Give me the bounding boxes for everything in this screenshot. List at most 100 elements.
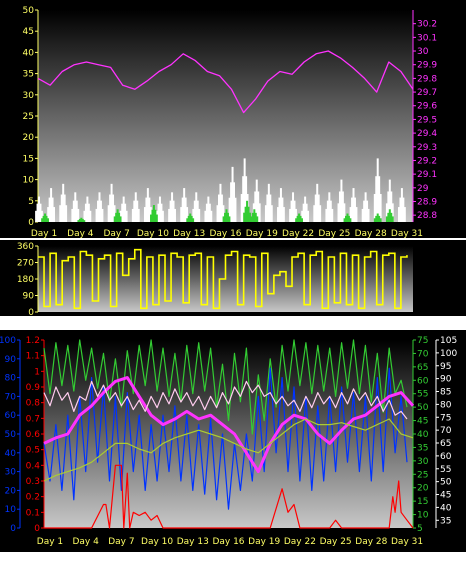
x-tick-label: Day 16 [212,537,244,547]
bar [150,214,153,222]
bar [343,203,346,222]
x-tick-label: Day 19 [248,537,280,547]
bar [81,218,84,222]
bar [35,210,38,222]
bar [107,205,110,222]
bar [99,200,102,222]
bar [349,218,352,222]
bar [307,210,310,222]
bar [195,192,198,222]
right-outer-y-tick-label: 100 [440,349,457,359]
x-tick-label: Day 19 [246,229,278,238]
bar [152,205,155,222]
right-y-tick-label: 29.8 [417,74,437,84]
bar [110,183,113,222]
left-inner-y-tick-label: 1 [34,367,40,377]
bar [399,197,402,222]
bar [256,216,259,222]
bar [198,208,201,222]
bar [246,200,249,222]
bar [398,207,400,222]
bar [86,196,89,222]
bar [266,194,269,222]
bar [187,215,190,222]
bar [385,216,388,222]
bar [60,194,63,222]
bar [316,183,319,222]
bar [210,210,213,222]
bar [48,197,51,222]
left-y-tick-label: 50 [23,6,35,16]
bar [379,218,382,222]
bar [387,191,390,222]
pressure-line [37,50,414,114]
bar [196,200,199,222]
bar [101,208,104,222]
bar [317,194,320,222]
bar [71,208,74,222]
right-y-tick-label: 29.3 [417,143,437,153]
left-outer-y-tick-label: 10 [5,505,17,515]
x-tick-label: Day 25 [318,229,350,238]
bar [228,197,231,222]
bar [208,203,211,222]
bar [65,205,68,222]
plot-area [38,10,413,222]
bar [72,200,75,222]
bar [295,218,298,222]
bar [299,215,302,222]
bar [157,203,160,222]
bar [192,208,195,222]
bar [255,179,258,222]
bar [328,192,331,222]
left-inner-y-tick-label: 0.6 [26,430,41,440]
bar [247,206,250,222]
bar [294,208,297,222]
bar [250,216,253,222]
right-inner-y-tick-label: 45 [417,417,428,427]
bar [97,200,100,222]
left-outer-y-tick-label: 60 [5,411,17,421]
bar [137,208,140,222]
bar [133,200,136,222]
x-tick-label: Day 13 [177,537,209,547]
left-outer-y-tick-label: 100 [0,336,16,346]
bar [347,215,350,222]
left-y-tick-label: 0 [28,218,34,228]
bar [290,200,293,222]
bar [378,215,381,222]
left-outer-y-tick-label: 50 [5,430,17,440]
left-inner-y-tick-label: 0 [34,524,40,534]
bar [367,208,370,222]
right-outer-y-tick-label: 55 [440,465,451,475]
bar [253,209,256,222]
bar [289,208,292,222]
bar [53,207,55,222]
blue-series-line [43,367,408,510]
bar [50,188,53,222]
bar [375,176,378,222]
bar [216,205,219,222]
left-y-tick-label: 20 [23,133,35,143]
bar [301,210,304,222]
bar [184,197,187,222]
bar [361,208,364,222]
bar [190,215,193,222]
left-inner-y-tick-label: 1.2 [26,336,40,346]
left-y-tick-label: 0 [28,308,34,316]
bar [173,208,176,222]
left-y-tick-label: 5 [28,197,34,207]
left-outer-y-tick-label: 70 [5,392,17,402]
right-outer-y-tick-label: 40 [440,503,452,513]
left-y-tick-label: 180 [17,275,34,285]
bar [391,216,394,222]
x-tick-label: Day 22 [282,229,314,238]
bar [95,208,98,222]
right-outer-y-tick-label: 95 [440,362,451,372]
right-inner-y-tick-label: 30 [417,457,429,467]
bar [337,203,340,222]
right-y-tick-label: 29.7 [417,88,437,98]
bar [277,207,280,222]
bar [77,208,80,222]
chart-pressure-bars: 0 5 10 15 20 25 30 35 40 45 50 28.8 28.9 29 29.1 29.2 29… [0,0,466,238]
